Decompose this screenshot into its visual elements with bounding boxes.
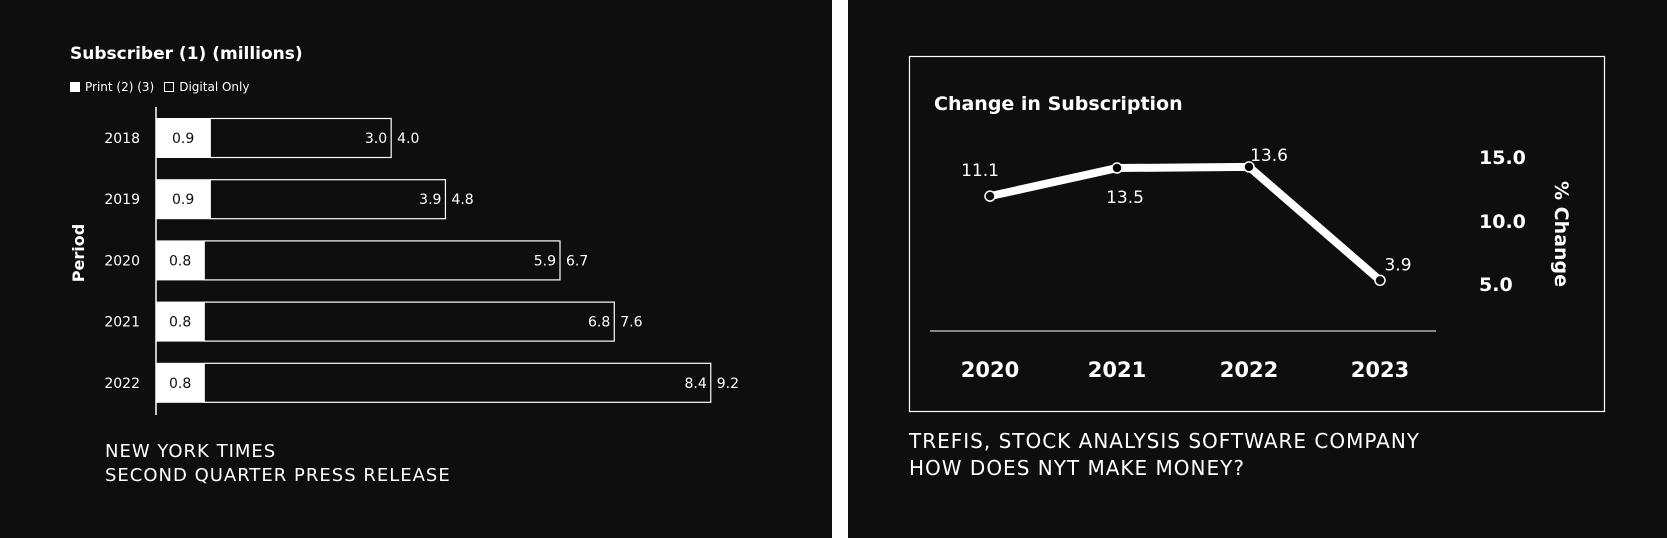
data-point bbox=[1243, 161, 1255, 173]
category-label: 2019 bbox=[104, 192, 140, 208]
bar-digital bbox=[203, 362, 712, 403]
legend-label-print: Print (2) (3) bbox=[85, 80, 155, 94]
bar-print bbox=[156, 240, 205, 281]
y-axis-label: Period bbox=[69, 224, 88, 282]
data-point-label: 13.6 bbox=[1250, 146, 1288, 166]
data-point bbox=[1111, 162, 1123, 174]
total-value-label: 4.0 bbox=[397, 131, 419, 147]
left-chart-panel: Subscriber (1) (millions) Print (2) (3) … bbox=[0, 0, 832, 538]
total-value-label: 7.6 bbox=[620, 315, 642, 331]
data-point-label: 11.1 bbox=[961, 161, 999, 181]
right-source-note: TREFIS, STOCK ANALYSIS SOFTWARE COMPANY … bbox=[909, 428, 1420, 482]
digital-swatch-icon bbox=[164, 82, 175, 92]
print-value-label: 0.8 bbox=[169, 376, 191, 392]
y-tick-label: 5.0 bbox=[1479, 274, 1513, 296]
subscriber-bar-chart: Period 2018 0.9 3.0 4.0 2019 0.9 3.9 4.8 2020 0.8 5… bbox=[69, 107, 739, 415]
left-source-line-2: SECOND QUARTER PRESS RELEASE bbox=[105, 465, 451, 486]
category-label: 2018 bbox=[104, 131, 140, 147]
print-value-label: 0.9 bbox=[172, 192, 194, 208]
bar-digital bbox=[209, 117, 392, 159]
subscriber-legend: Print (2) (3) Digital Only bbox=[70, 80, 259, 94]
y-axis-label: % Change bbox=[1550, 181, 1572, 287]
bar-digital bbox=[209, 179, 447, 220]
data-point bbox=[984, 190, 996, 202]
right-source-line-1: TREFIS, STOCK ANALYSIS SOFTWARE COMPANY bbox=[909, 429, 1420, 453]
subscriber-chart-title: Subscriber (1) (millions) bbox=[70, 44, 303, 64]
y-tick-label: 15.0 bbox=[1479, 147, 1526, 169]
subscription-chart-title: Change in Subscription bbox=[934, 93, 1183, 115]
data-point bbox=[1374, 274, 1386, 287]
bar-print bbox=[156, 118, 211, 158]
digital-value-label: 8.4 bbox=[684, 376, 706, 392]
bar-print bbox=[156, 301, 205, 342]
digital-value-label: 5.9 bbox=[534, 253, 556, 269]
legend-label-digital: Digital Only bbox=[179, 80, 250, 94]
total-value-label: 6.7 bbox=[566, 253, 588, 269]
bar-print bbox=[156, 179, 211, 220]
x-tick-label: 2022 bbox=[1220, 358, 1278, 382]
data-point-label: 3.9 bbox=[1384, 255, 1411, 275]
chart-frame bbox=[908, 55, 1606, 413]
digital-value-label: 3.0 bbox=[365, 131, 387, 147]
total-value-label: 9.2 bbox=[717, 376, 739, 392]
subscription-change-chart: Change in Subscription 11.1 2020 13.5 2021 13… bbox=[908, 55, 1606, 413]
right-chart-panel: Change in Subscription 11.1 2020 13.5 2021 13… bbox=[848, 0, 1667, 538]
category-label: 2022 bbox=[104, 376, 140, 392]
digital-value-label: 3.9 bbox=[419, 192, 441, 208]
series-line bbox=[986, 162, 1384, 285]
print-value-label: 0.9 bbox=[172, 131, 194, 147]
bar-digital bbox=[203, 301, 615, 342]
right-source-line-2: HOW DOES NYT MAKE MONEY? bbox=[909, 456, 1245, 480]
digital-value-label: 6.8 bbox=[588, 315, 610, 331]
left-source-line-1: NEW YORK TIMES bbox=[105, 441, 277, 462]
x-tick-label: 2020 bbox=[961, 358, 1019, 382]
bar-digital bbox=[203, 240, 561, 281]
category-label: 2021 bbox=[104, 315, 140, 331]
bar-print bbox=[156, 362, 205, 403]
category-label: 2020 bbox=[104, 253, 140, 269]
data-point-label: 13.5 bbox=[1106, 188, 1144, 208]
left-source-note: NEW YORK TIMES SECOND QUARTER PRESS RELE… bbox=[105, 440, 451, 488]
x-tick-label: 2021 bbox=[1088, 358, 1146, 382]
x-tick-label: 2023 bbox=[1351, 358, 1409, 382]
print-value-label: 0.8 bbox=[169, 315, 191, 331]
y-tick-label: 10.0 bbox=[1479, 211, 1526, 233]
print-swatch-icon bbox=[70, 82, 80, 92]
legend-item-digital: Digital Only bbox=[164, 80, 249, 94]
total-value-label: 4.8 bbox=[451, 192, 473, 208]
legend-item-print: Print (2) (3) bbox=[70, 80, 154, 94]
print-value-label: 0.8 bbox=[169, 253, 191, 269]
